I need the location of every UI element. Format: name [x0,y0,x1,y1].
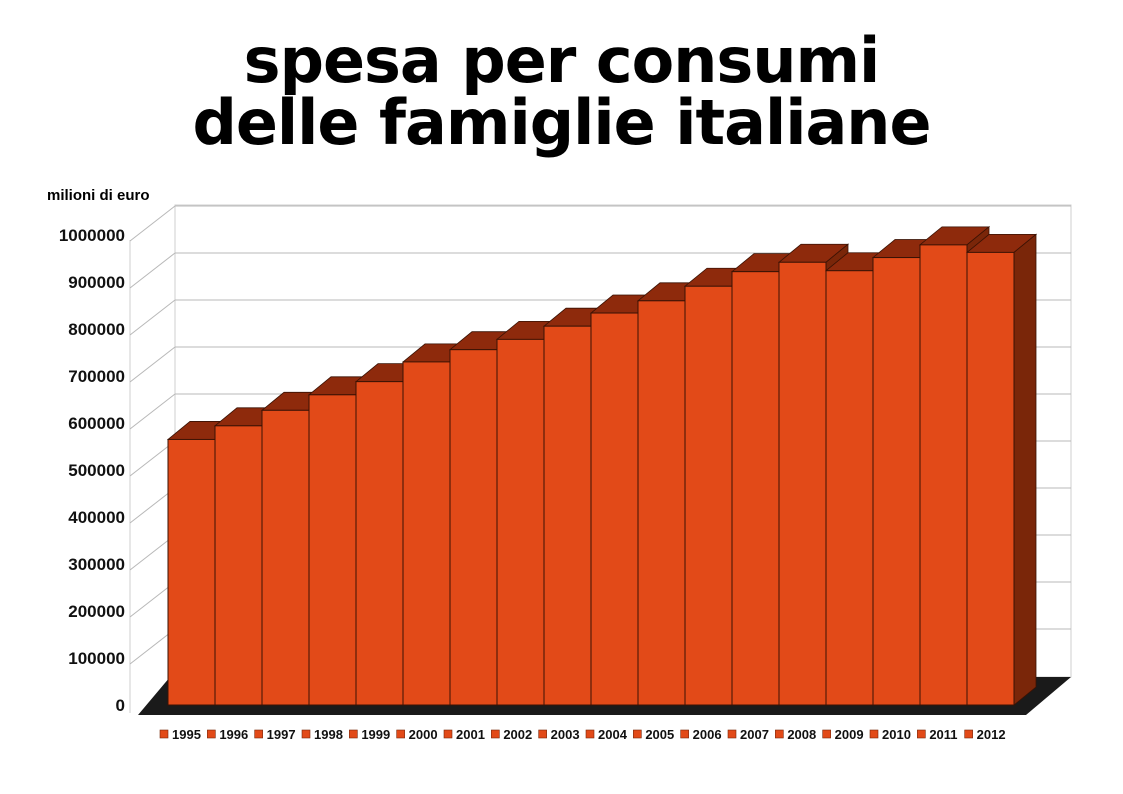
y-tick-label: 400000 [68,508,125,527]
legend-swatch [869,729,879,739]
legend-swatch [396,729,405,739]
bar-front-face [684,285,733,706]
y-tick-label: 900000 [68,273,125,292]
legend-swatch [159,729,169,739]
legend-item-2001: 2001 [443,727,485,742]
bar-front-face [966,251,1015,706]
y-axis-label: milioni di euro [47,187,150,204]
legend-swatch [443,729,453,739]
legend-item-2003: 2003 [538,727,580,742]
legend-swatch [585,729,595,739]
bar-front-face [402,361,451,706]
legend-item-2004: 2004 [585,727,628,742]
gridline-diag [129,252,176,289]
y-tick-label: 700000 [68,367,125,386]
legend-label: 2010 [882,727,911,742]
legend-swatch [301,729,311,739]
legend-item-2010: 2010 [869,727,911,742]
bar-front-face [167,438,216,706]
legend-label: 1996 [219,727,248,742]
legend-label: 2012 [977,727,1006,742]
y-tick-label: 300000 [68,555,125,574]
legend-swatch [680,729,689,739]
legend-label: 2011 [929,727,957,742]
bar-front-face [261,409,310,706]
legend-label: 2005 [645,727,674,742]
legend-label: 2003 [551,727,580,742]
legend-item-1996: 1996 [207,727,248,742]
legend-label: 2007 [740,727,769,742]
legend-label: 2004 [598,727,628,742]
legend-item-2007: 2007 [727,727,769,742]
legend-swatch [917,729,926,739]
legend-swatch [727,729,737,739]
y-tick-label: 1000000 [59,226,125,245]
legend-item-2011: 2011 [917,727,958,742]
y-tick-label: 200000 [68,602,125,621]
legend-swatch [349,729,358,739]
bar-side-face [1013,233,1037,706]
legend-item-2009: 2009 [822,727,864,742]
legend-item-2002: 2002 [491,727,532,742]
bar-front-face [872,257,921,706]
bar-front-face [731,271,780,706]
legend-swatch [254,729,263,739]
legend-swatch [207,729,216,739]
legend-label: 2001 [456,727,485,742]
gridline-diag [129,299,176,336]
y-tick-label: 600000 [68,414,125,433]
legend-label: 2006 [693,727,722,742]
legend-label: 1997 [267,727,296,742]
legend-label: 1999 [361,727,390,742]
legend-label: 2002 [503,727,532,742]
bar-2012 [965,233,1038,706]
legend-item-1997: 1997 [254,727,296,742]
legend-swatch [538,729,547,739]
y-tick-label: 100000 [68,649,125,668]
legend-label: 1995 [172,727,201,742]
legend-swatch [822,729,831,739]
legend-item-1998: 1998 [301,727,343,742]
y-tick-label: 800000 [68,320,125,339]
legend-item-2005: 2005 [633,727,674,742]
bar-front-face [496,338,545,706]
gridline-diag [129,205,176,242]
chart-title-line-1: spesa per consumi [243,24,881,97]
chart-title-line-2: delle famiglie italiane [192,86,931,159]
legend-label: 1998 [314,727,343,742]
bar-front-face [590,312,639,706]
legend-item-1995: 1995 [159,727,201,742]
y-tick-label: 0 [116,696,125,715]
bar-front-face [214,425,263,706]
bar-front-face [637,300,686,706]
legend-swatch [964,729,973,739]
legend-label: 2009 [835,727,864,742]
legend-item-2008: 2008 [775,727,816,742]
bar-front-face [449,349,498,706]
legend-item-1999: 1999 [349,727,390,742]
bar-front-face [825,270,874,706]
legend-item-2000: 2000 [396,727,438,742]
legend-item-2012: 2012 [964,727,1006,742]
bar-front-face [919,244,968,706]
legend-swatch [491,729,500,739]
gridline-diag [129,393,176,430]
y-tick-labels: 0 100000 200000 300000 400000 500000 600000 700… [59,226,125,715]
bar-front-face [308,394,357,706]
legend-item-2006: 2006 [680,727,722,742]
gridline-diag [129,346,176,383]
legend-swatch [775,729,784,739]
legend-swatch [633,729,642,739]
bar-front-face [543,325,592,706]
bars-layer [166,226,1038,706]
legend-label: 2008 [787,727,816,742]
bar-front-face [778,261,827,706]
bar-front-face [355,381,404,706]
y-tick-label: 500000 [68,461,125,480]
legend-label: 2000 [409,727,438,742]
legend: 1995 1996 1997 1998 1999 2000 2001 2002 2003 2004… [159,727,1006,742]
